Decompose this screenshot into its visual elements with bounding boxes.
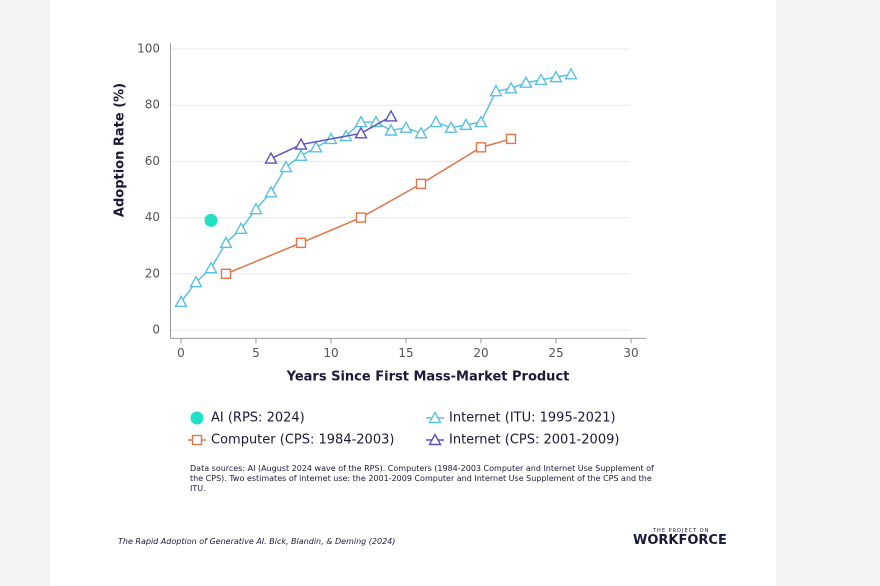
data-point	[519, 75, 533, 88]
x-tick-label: 5	[252, 346, 260, 360]
data-point	[249, 202, 263, 215]
legend-label: Internet (CPS: 2001-2009)	[449, 433, 619, 448]
legend-label: Internet (ITU: 1995-2021)	[449, 411, 616, 426]
x-tick-label: 30	[623, 346, 638, 360]
data-point	[474, 115, 488, 128]
data-point	[475, 142, 487, 153]
data-point	[204, 213, 218, 227]
y-tick-label: 20	[145, 266, 160, 280]
data-point	[204, 261, 218, 274]
data-point	[505, 133, 517, 145]
y-tick-label: 60	[145, 154, 160, 168]
data-point	[459, 117, 473, 131]
y-tick-label: 0	[152, 322, 160, 336]
data-point	[174, 294, 188, 308]
data-point	[264, 185, 278, 198]
data-point	[429, 115, 443, 128]
data-point	[549, 70, 563, 83]
data-point	[534, 72, 548, 86]
legend-label: AI (RPS: 2024)	[211, 411, 305, 426]
data-point	[414, 126, 428, 139]
data-point	[264, 151, 278, 164]
legend-marker	[428, 411, 442, 424]
legend-marker	[428, 433, 442, 446]
data-point	[295, 237, 307, 249]
data-point	[279, 160, 293, 173]
data-point	[189, 275, 203, 288]
logo: THE PROJECT ON WORKFORCE	[633, 528, 727, 548]
y-axis-title: Adoption Rate (%)	[113, 83, 128, 217]
data-point	[384, 123, 398, 136]
y-tick-label: 100	[137, 42, 160, 56]
footer: The Rapid Adoption of Generative AI. Bic…	[118, 537, 396, 546]
x-tick-label: 20	[473, 346, 488, 360]
logo-top: THE PROJECT ON	[653, 528, 710, 534]
data-point	[294, 137, 308, 150]
data-point	[220, 268, 232, 279]
legend-label: Computer (CPS: 1984-2003)	[211, 433, 394, 448]
data-point	[219, 235, 233, 249]
logo-main: WORKFORCE	[633, 533, 727, 548]
legend-marker	[190, 411, 204, 425]
data-point	[309, 140, 323, 153]
x-tick-label: 0	[177, 346, 185, 360]
data-point	[294, 148, 308, 161]
x-tick-label: 15	[398, 346, 413, 360]
data-point	[355, 212, 367, 223]
data-note: Data sources: AI (August 2024 wave of th…	[190, 464, 654, 493]
data-point	[444, 120, 458, 133]
y-tick-label: 80	[145, 98, 160, 112]
data-point	[504, 81, 518, 94]
legend-marker	[191, 434, 203, 446]
data-point	[564, 67, 578, 80]
x-tick-label: 10	[323, 346, 338, 360]
y-tick-label: 40	[145, 210, 160, 224]
data-point	[354, 126, 368, 139]
data-point	[384, 109, 398, 122]
data-point	[489, 84, 503, 97]
data-point	[399, 120, 413, 133]
x-axis-title: Years Since First Mass-Market Product	[286, 370, 570, 385]
x-tick-label: 25	[548, 346, 563, 360]
series-line	[270, 115, 392, 160]
data-point	[234, 221, 248, 235]
data-point	[415, 178, 427, 190]
